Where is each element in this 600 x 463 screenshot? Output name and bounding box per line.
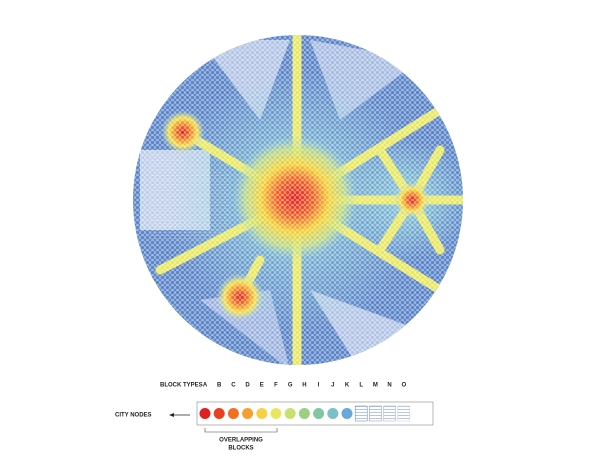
legend-swatch bbox=[213, 408, 225, 419]
block-type-letter: I bbox=[318, 383, 320, 389]
block-type-letter: M bbox=[373, 383, 378, 389]
legend-swatch bbox=[313, 408, 325, 419]
city-map bbox=[133, 35, 463, 365]
city-nodes-label: CITY NODES bbox=[115, 413, 152, 419]
legend-swatch bbox=[199, 408, 211, 419]
block-type-letter: J bbox=[331, 383, 334, 389]
overlapping-label: BLOCKS bbox=[228, 446, 253, 452]
legend: A B C D E F G H I J K L M N O bbox=[196, 383, 434, 426]
block-type-letter: L bbox=[359, 383, 363, 389]
legend-swatch bbox=[242, 408, 254, 419]
block-type-letter: C bbox=[231, 383, 236, 389]
block-type-letter: F bbox=[274, 383, 278, 389]
legend-swatch bbox=[369, 405, 382, 422]
overlapping-label: OVERLAPPING bbox=[219, 438, 263, 444]
legend-swatch bbox=[298, 408, 310, 419]
block-type-letter: N bbox=[387, 383, 391, 389]
legend-swatch bbox=[383, 405, 396, 422]
legend-swatch bbox=[327, 408, 339, 419]
block-type-letter: O bbox=[401, 383, 406, 389]
block-type-letter: G bbox=[288, 383, 293, 389]
legend-swatch bbox=[354, 405, 368, 422]
legend-title: BLOCK TYPES bbox=[160, 383, 203, 389]
legend-swatch bbox=[397, 405, 411, 422]
legend-swatch bbox=[341, 408, 353, 419]
block-type-letter: D bbox=[245, 383, 250, 389]
block-type-letter: A bbox=[203, 383, 208, 389]
legend-swatch bbox=[256, 408, 268, 419]
legend-swatch bbox=[227, 408, 239, 419]
legend-swatch bbox=[270, 408, 282, 419]
block-type-letter: K bbox=[345, 383, 350, 389]
block-type-letter: B bbox=[217, 383, 222, 389]
block-type-letter: H bbox=[302, 383, 306, 389]
bracket bbox=[204, 428, 278, 433]
block-type-letter: E bbox=[260, 383, 264, 389]
legend-swatch bbox=[284, 408, 296, 419]
arrow bbox=[169, 413, 190, 417]
